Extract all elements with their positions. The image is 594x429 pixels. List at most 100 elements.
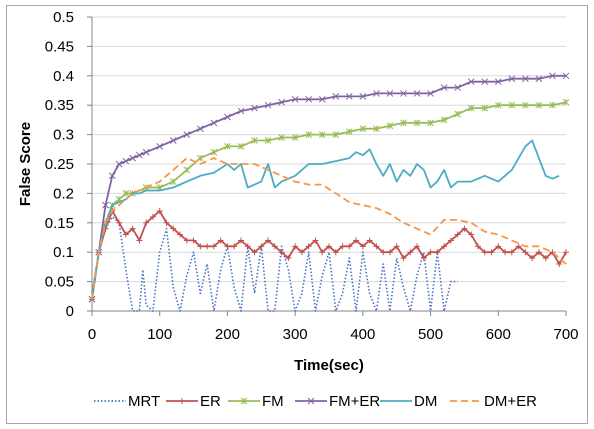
legend-item: DM+ER (450, 393, 537, 410)
data-point (454, 110, 462, 118)
data-point (88, 295, 96, 303)
data-point (386, 249, 393, 256)
y-tick-label: 0.25 (45, 156, 74, 173)
data-point (386, 122, 394, 130)
legend-label: DM+ER (484, 393, 537, 410)
axes (87, 16, 567, 316)
legend-item: FM+ER (295, 393, 380, 410)
data-point (373, 243, 380, 250)
data-point (345, 93, 353, 100)
data-point (400, 90, 407, 97)
data-point (332, 93, 340, 100)
data-point (529, 255, 536, 262)
data-point (454, 231, 461, 238)
data-point (278, 134, 285, 141)
x-tick-label: 600 (486, 326, 511, 343)
data-point (427, 90, 434, 97)
data-point (231, 243, 238, 250)
data-point (237, 143, 245, 150)
data-point (122, 157, 130, 165)
data-point (562, 98, 570, 106)
data-point (278, 98, 285, 106)
data-point (156, 208, 163, 215)
series-line (91, 157, 567, 300)
data-point (251, 249, 258, 256)
data-point (149, 213, 156, 220)
data-point (129, 154, 136, 162)
data-point (508, 249, 515, 256)
data-point (326, 243, 332, 250)
data-point (307, 397, 315, 405)
series-dm (91, 139, 560, 300)
data-point (441, 243, 448, 250)
data-point (136, 151, 143, 159)
data-point (413, 119, 421, 127)
data-point (413, 90, 421, 97)
data-point (237, 107, 245, 115)
data-point (197, 243, 204, 250)
data-point (481, 249, 488, 256)
data-point (183, 237, 190, 244)
data-point (522, 75, 529, 83)
data-point (196, 154, 204, 162)
data-point (467, 104, 475, 112)
data-point (420, 255, 427, 262)
data-point (495, 243, 502, 250)
data-point (488, 249, 495, 256)
data-point (210, 243, 217, 250)
data-point (142, 148, 150, 156)
data-point (522, 101, 529, 109)
data-point (440, 84, 448, 91)
y-tick-label: 0.05 (45, 274, 74, 291)
data-point (386, 90, 394, 97)
data-point (265, 237, 272, 244)
data-point (549, 72, 556, 80)
data-point (359, 243, 366, 250)
data-point (494, 101, 502, 109)
data-point (508, 101, 516, 109)
legend-item: DM (380, 393, 437, 410)
data-point (251, 104, 258, 112)
y-axis-title: False Score (17, 122, 34, 206)
x-tick-label: 300 (283, 326, 308, 343)
legend-item: MRT (94, 393, 160, 410)
data-point (400, 119, 407, 127)
data-point (535, 101, 543, 109)
data-point (332, 131, 340, 138)
y-tick-label: 0 (66, 303, 74, 320)
legend-item: FM (228, 393, 284, 410)
data-point (556, 260, 563, 267)
data-point (353, 237, 360, 244)
data-point (240, 397, 248, 405)
y-tick-label: 0.15 (45, 215, 74, 232)
data-point (563, 249, 569, 256)
data-point (169, 137, 177, 144)
series-line (91, 74, 566, 300)
x-tick-label: 0 (88, 326, 96, 343)
data-point (264, 137, 272, 144)
data-point (115, 160, 123, 168)
x-tick-label: 100 (147, 326, 172, 343)
data-point (129, 225, 136, 232)
chart-frame (6, 5, 588, 424)
legend: MRT ER FM FM+ER DM DM+ER (94, 393, 537, 410)
data-point (278, 249, 285, 256)
data-point (508, 75, 516, 83)
data-point (179, 398, 185, 404)
data-point (393, 243, 400, 250)
series-dm-er (91, 157, 567, 300)
x-tick-label: 400 (350, 326, 375, 343)
series-group (88, 72, 570, 312)
data-point (461, 225, 468, 232)
data-point (156, 143, 164, 150)
data-point (542, 255, 549, 262)
data-point (251, 137, 258, 144)
data-point (258, 243, 265, 250)
data-point (318, 95, 326, 103)
data-point (549, 249, 556, 256)
data-point (454, 84, 462, 91)
data-point (312, 237, 319, 244)
series-er (89, 208, 569, 303)
data-point (481, 78, 489, 86)
